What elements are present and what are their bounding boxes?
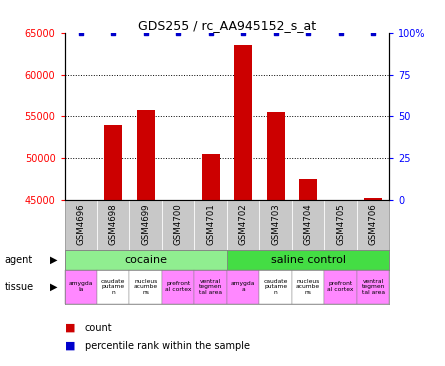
- Bar: [259, 199, 292, 250]
- Point: [207, 30, 214, 36]
- Bar: [299, 179, 317, 199]
- Text: saline control: saline control: [271, 254, 346, 265]
- Text: ■: ■: [65, 322, 75, 333]
- Text: nucleus
acumbe
ns: nucleus acumbe ns: [296, 279, 320, 295]
- Point: [337, 30, 344, 36]
- Bar: [194, 269, 227, 304]
- Bar: [292, 269, 324, 304]
- Bar: [324, 269, 357, 304]
- Text: GSM4700: GSM4700: [174, 203, 183, 245]
- Text: GSM4703: GSM4703: [271, 203, 280, 245]
- Text: ventral
tegmen
tal area: ventral tegmen tal area: [199, 279, 222, 295]
- Text: GSM4698: GSM4698: [109, 204, 118, 245]
- Text: tissue: tissue: [4, 282, 33, 292]
- Bar: [202, 154, 220, 199]
- Bar: [104, 124, 122, 199]
- Bar: [227, 250, 389, 269]
- Point: [272, 30, 279, 36]
- Bar: [97, 199, 129, 250]
- Text: GSM4699: GSM4699: [141, 204, 150, 245]
- Bar: [357, 199, 389, 250]
- Bar: [65, 269, 97, 304]
- Text: prefront
al cortex: prefront al cortex: [328, 281, 354, 292]
- Text: GSM4701: GSM4701: [206, 203, 215, 245]
- Bar: [227, 199, 259, 250]
- Text: GSM4706: GSM4706: [368, 203, 378, 245]
- Text: agent: agent: [4, 254, 32, 265]
- Text: GSM4705: GSM4705: [336, 203, 345, 245]
- Text: nucleus
acumbe
ns: nucleus acumbe ns: [134, 279, 158, 295]
- Bar: [227, 269, 259, 304]
- Text: prefront
al cortex: prefront al cortex: [165, 281, 191, 292]
- Bar: [65, 250, 227, 269]
- Text: ventral
tegmen
tal area: ventral tegmen tal area: [361, 279, 385, 295]
- Bar: [234, 45, 252, 199]
- Text: caudate
putame
n: caudate putame n: [101, 279, 125, 295]
- Bar: [137, 109, 155, 199]
- Text: ■: ■: [65, 341, 75, 351]
- Point: [109, 30, 117, 36]
- Text: GSM4702: GSM4702: [239, 203, 248, 245]
- Text: ▶: ▶: [50, 282, 57, 292]
- Bar: [259, 269, 292, 304]
- Bar: [292, 199, 324, 250]
- Point: [370, 30, 377, 36]
- Bar: [324, 199, 357, 250]
- Bar: [357, 269, 389, 304]
- Bar: [364, 198, 382, 199]
- Point: [305, 30, 312, 36]
- Text: amygda
la: amygda la: [69, 281, 93, 292]
- Bar: [129, 199, 162, 250]
- Bar: [65, 199, 97, 250]
- Text: cocaine: cocaine: [124, 254, 167, 265]
- Point: [142, 30, 150, 36]
- Point: [175, 30, 182, 36]
- Bar: [162, 269, 194, 304]
- Text: ▶: ▶: [50, 254, 57, 265]
- Text: percentile rank within the sample: percentile rank within the sample: [85, 341, 250, 351]
- Point: [240, 30, 247, 36]
- Text: caudate
putame
n: caudate putame n: [263, 279, 288, 295]
- Text: GSM4704: GSM4704: [303, 203, 313, 245]
- Text: amygda
a: amygda a: [231, 281, 255, 292]
- Text: GSM4696: GSM4696: [76, 204, 85, 245]
- Point: [77, 30, 85, 36]
- Bar: [162, 199, 194, 250]
- Bar: [97, 269, 129, 304]
- Bar: [267, 112, 285, 199]
- Title: GDS255 / rc_AA945152_s_at: GDS255 / rc_AA945152_s_at: [138, 19, 316, 32]
- Bar: [129, 269, 162, 304]
- Bar: [194, 199, 227, 250]
- Text: count: count: [85, 322, 112, 333]
